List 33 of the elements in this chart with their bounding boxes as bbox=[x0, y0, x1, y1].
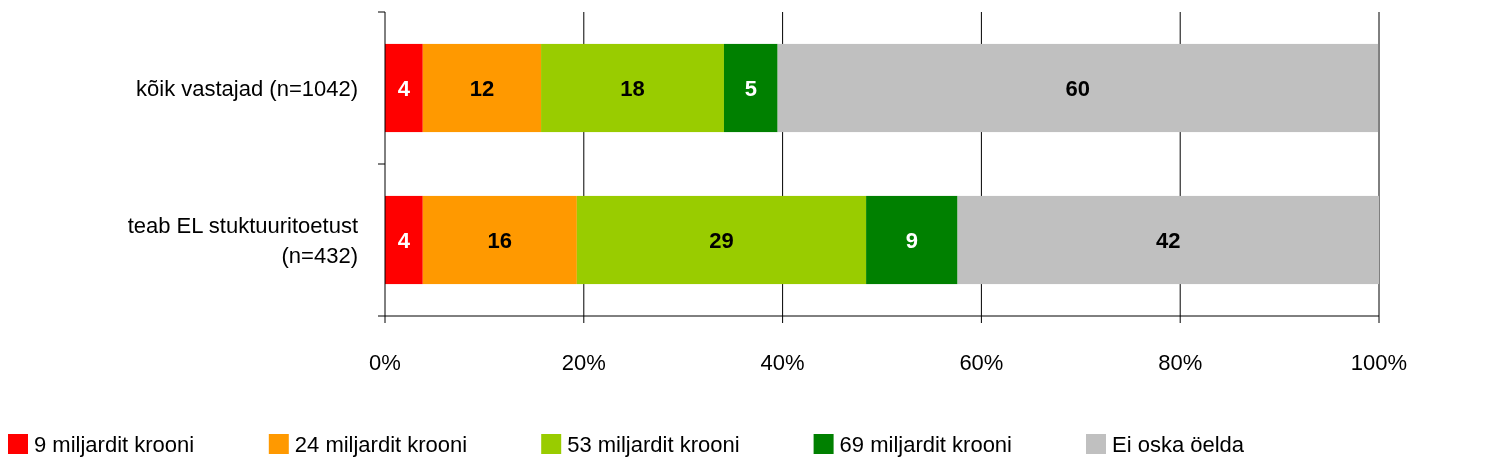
data-label: 12 bbox=[469, 75, 495, 101]
x-tick-label: 60% bbox=[959, 349, 1004, 375]
y-tick-label: kõik vastajad (n=1042) bbox=[136, 75, 358, 101]
data-label: 5 bbox=[744, 75, 757, 101]
x-tick-label: 100% bbox=[1350, 349, 1408, 375]
legend-label: 24 miljardit krooni bbox=[294, 431, 468, 457]
bar bbox=[723, 43, 778, 133]
x-tick-label: 0% bbox=[369, 349, 401, 375]
bar bbox=[541, 43, 724, 133]
data-label: 60 bbox=[1065, 75, 1091, 101]
y-tick-label: teab EL stuktuuritoetust (n=432) bbox=[127, 212, 358, 268]
data-label: 42 bbox=[1156, 227, 1181, 253]
bar bbox=[866, 195, 958, 285]
x-tick-label: 20% bbox=[561, 349, 606, 375]
x-tick-label: 80% bbox=[1158, 349, 1203, 375]
x-tick-label: 40% bbox=[760, 349, 805, 375]
bar bbox=[385, 195, 423, 285]
bar bbox=[385, 43, 423, 133]
bar bbox=[422, 195, 577, 285]
legend-label: 69 miljardit krooni bbox=[839, 431, 1013, 457]
legend-label: 53 miljardit krooni bbox=[567, 431, 740, 457]
bar bbox=[576, 195, 867, 285]
data-label: 18 bbox=[620, 75, 645, 101]
legend-label: Ei oska öelda bbox=[1112, 431, 1245, 457]
data-label: 29 bbox=[709, 227, 734, 253]
bar bbox=[777, 43, 1379, 133]
data-label: 4 bbox=[397, 227, 411, 253]
data-label: 4 bbox=[397, 75, 411, 101]
data-label: 16 bbox=[487, 227, 513, 253]
legend-label: 9 miljardit krooni bbox=[34, 431, 195, 457]
bar bbox=[422, 43, 542, 133]
bar bbox=[957, 195, 1379, 285]
data-label: 9 bbox=[905, 227, 918, 253]
